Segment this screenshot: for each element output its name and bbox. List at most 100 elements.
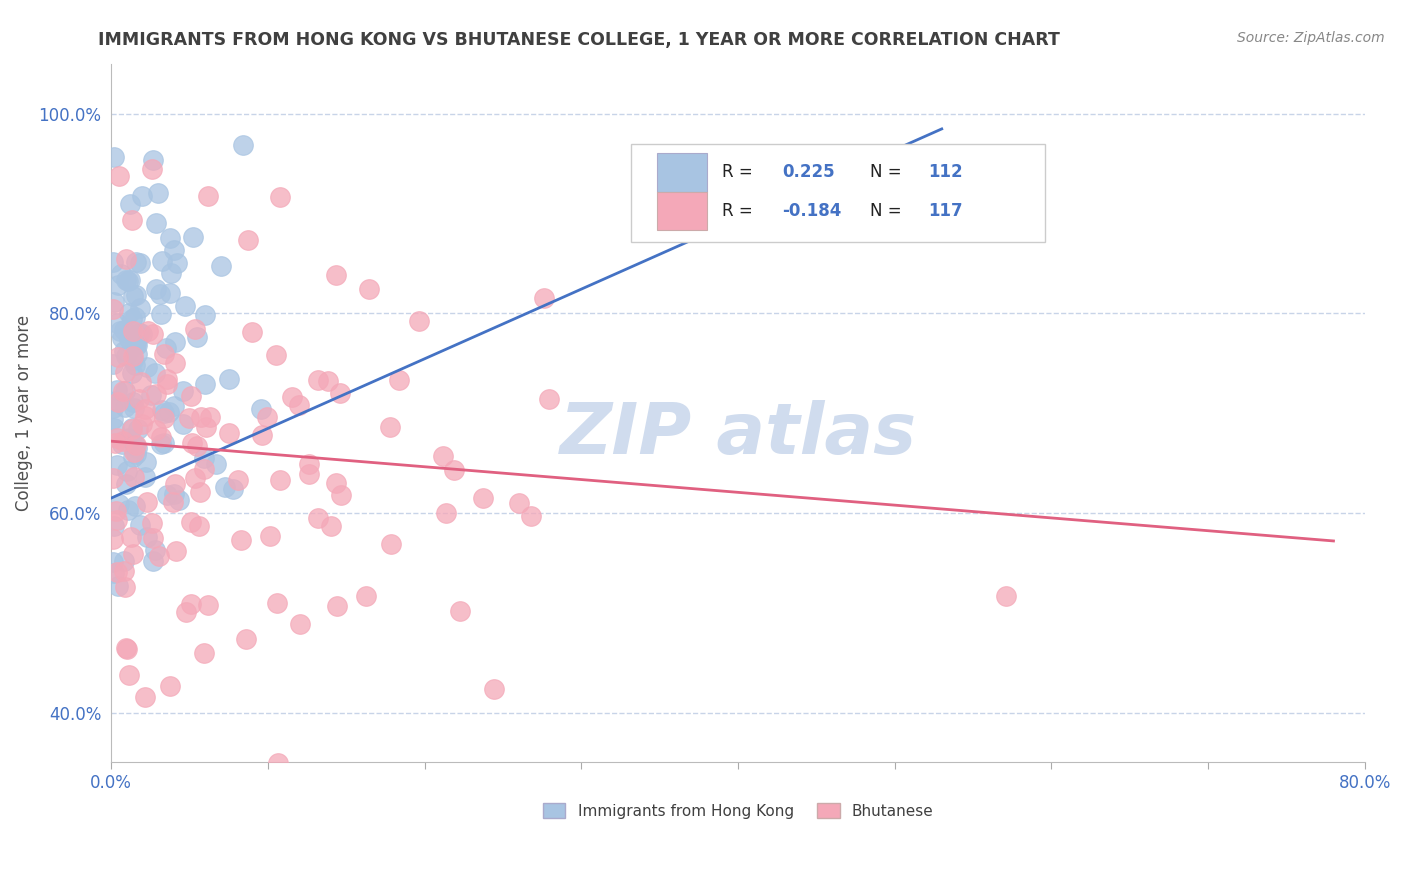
Point <box>159 266 181 280</box>
Point <box>149 287 172 301</box>
Point <box>112 564 135 578</box>
Text: N =: N = <box>870 202 907 219</box>
Point <box>108 169 131 184</box>
Point <box>101 470 124 484</box>
Point <box>128 392 150 406</box>
Point <box>287 398 309 412</box>
Point <box>157 405 180 419</box>
Point <box>141 162 163 177</box>
Point <box>121 212 143 227</box>
Point <box>114 272 136 286</box>
Point <box>180 516 202 530</box>
Point <box>117 306 139 320</box>
Point <box>153 347 176 361</box>
Point <box>107 350 129 364</box>
Point <box>218 426 240 441</box>
Point <box>105 458 128 473</box>
Point <box>121 367 143 381</box>
Point <box>266 756 288 771</box>
Point <box>121 395 143 409</box>
Point <box>129 326 152 340</box>
Point <box>114 384 136 398</box>
Point <box>127 329 149 343</box>
Point <box>186 439 208 453</box>
Point <box>378 420 401 434</box>
Point <box>129 376 152 390</box>
Point <box>193 462 215 476</box>
Point <box>249 402 271 417</box>
Point <box>104 436 127 450</box>
Point <box>142 153 165 168</box>
Point <box>180 389 202 403</box>
Point <box>197 598 219 612</box>
Point <box>232 137 254 152</box>
Legend: Immigrants from Hong Kong, Bhutanese: Immigrants from Hong Kong, Bhutanese <box>537 797 939 824</box>
Point <box>165 356 187 370</box>
Point <box>180 598 202 612</box>
Point <box>112 554 135 568</box>
Text: 112: 112 <box>928 163 963 181</box>
Point <box>104 394 127 409</box>
Point <box>145 423 167 437</box>
Point <box>150 254 173 268</box>
Point <box>103 421 125 435</box>
Point <box>194 308 217 322</box>
Point <box>184 322 207 336</box>
Point <box>121 289 143 303</box>
Point <box>200 410 222 425</box>
Point <box>138 324 160 338</box>
Point <box>325 268 347 282</box>
Y-axis label: College, 1 year or more: College, 1 year or more <box>15 315 32 511</box>
Point <box>188 518 211 533</box>
Point <box>122 547 145 561</box>
Point <box>190 410 212 425</box>
Point <box>101 401 124 416</box>
Point <box>150 403 173 417</box>
Text: N =: N = <box>870 163 907 181</box>
Text: R =: R = <box>721 163 758 181</box>
Point <box>127 422 149 436</box>
Point <box>266 596 288 610</box>
Point <box>443 463 465 477</box>
Point <box>330 488 353 502</box>
Point <box>174 605 197 619</box>
Point <box>103 294 125 309</box>
Point <box>107 277 129 292</box>
Point <box>103 255 125 269</box>
Text: IMMIGRANTS FROM HONG KONG VS BHUTANESE COLLEGE, 1 YEAR OR MORE CORRELATION CHART: IMMIGRANTS FROM HONG KONG VS BHUTANESE C… <box>98 31 1060 49</box>
Point <box>307 511 329 525</box>
Point <box>114 400 136 414</box>
Point <box>141 516 163 530</box>
Point <box>124 310 146 325</box>
Point <box>134 470 156 484</box>
Point <box>297 457 319 471</box>
Point <box>153 436 176 450</box>
Point <box>269 473 291 487</box>
Point <box>214 480 236 494</box>
Point <box>114 581 136 595</box>
Point <box>117 502 139 516</box>
Point <box>105 316 128 330</box>
Point <box>538 392 561 406</box>
Point <box>103 566 125 580</box>
Point <box>118 332 141 346</box>
Point <box>121 311 143 326</box>
Point <box>193 450 215 465</box>
Point <box>166 256 188 270</box>
Point <box>124 358 146 372</box>
Point <box>264 348 287 362</box>
Point <box>197 189 219 203</box>
Point <box>156 488 179 502</box>
Point <box>163 243 186 257</box>
Point <box>163 487 186 501</box>
Point <box>122 450 145 464</box>
Point <box>329 386 352 401</box>
Point <box>101 358 124 372</box>
Point <box>508 496 530 510</box>
Point <box>134 401 156 416</box>
Point <box>145 387 167 401</box>
Point <box>101 532 124 546</box>
Point <box>388 373 411 387</box>
Point <box>194 419 217 434</box>
Point <box>153 406 176 420</box>
